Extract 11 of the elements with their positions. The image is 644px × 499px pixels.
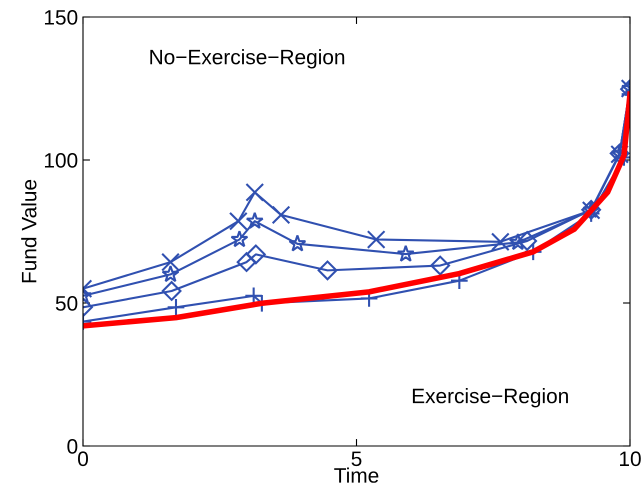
annotation: No−Exercise−Region — [150, 49, 344, 69]
y-tick-label: 0 — [67, 439, 78, 454]
y-tick-label: 50 — [56, 296, 78, 311]
annotation: Exercise−Region — [412, 388, 568, 408]
y-tick-label: 150 — [44, 10, 78, 25]
x-tick-label: 10 — [620, 451, 641, 466]
x-axis-title: Time — [334, 468, 378, 483]
x-tick-label: 5 — [352, 452, 362, 466]
y-axis-title: Fund Value — [21, 180, 36, 282]
y-tick-label: 100 — [44, 153, 78, 168]
x-tick-label: 0 — [78, 451, 88, 466]
